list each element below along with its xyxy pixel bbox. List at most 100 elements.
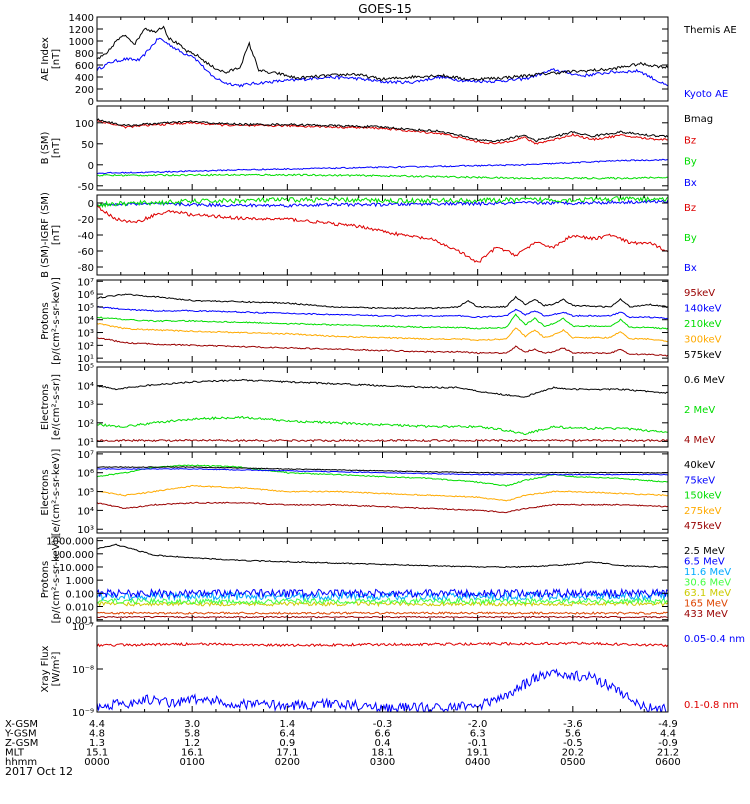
y-tick-label: 10² xyxy=(77,419,94,430)
panel-5: 10¹ 10² 10³ 10⁴ 10⁵ Electrons [e/(cm²-s-sr)] 0.… xyxy=(40,363,725,448)
y-axis-label: [e/(cm²-s-sr-keV)] xyxy=(51,449,62,537)
series-line-575kev-panel-4 xyxy=(97,293,668,310)
ephemeris-value: 17.1 xyxy=(276,748,298,759)
y-tick-label: 10⁷ xyxy=(77,450,94,461)
legend-0-1-0-8-nm: 0.1-0.8 nm xyxy=(684,700,739,711)
y-tick-label: -40 xyxy=(78,231,94,242)
legend-6-5-mev: 6.5 MeV xyxy=(684,557,725,568)
y-axis-label: [W/m²] xyxy=(51,651,62,686)
y-axis-label: [e/(cm²-s-sr)] xyxy=(51,374,62,440)
series-line-63-1-mev-panel-7 xyxy=(97,600,668,608)
y-tick-label: 10⁴ xyxy=(77,382,94,393)
ephemeris-value: 5.6 xyxy=(565,729,581,740)
y-tick-label: 10⁵ xyxy=(77,303,94,314)
y-tick-label: 10³ xyxy=(77,400,94,411)
legend-themis-ae: Themis AE xyxy=(683,25,737,36)
y-tick-label: 1000.000 xyxy=(46,537,94,548)
ephemeris-value: -0.5 xyxy=(563,738,583,749)
ephemeris-label-x-gsm: X-GSM xyxy=(5,719,38,730)
series-line-0-6-mev-panel-5 xyxy=(97,378,668,398)
ephemeris-value: 4.4 xyxy=(89,719,105,730)
y-tick-label: 400 xyxy=(75,73,94,84)
y-tick-label: 10⁶ xyxy=(77,290,94,301)
y-axis-label: Protons xyxy=(40,561,51,598)
panel-3: -80 -60 -40 -20 0 B (SM)-IGRF (SM) [nT] Bz By Bx xyxy=(40,192,697,278)
y-tick-label: 100 xyxy=(75,119,94,130)
ephemeris-value: 0300 xyxy=(370,757,395,768)
ephemeris-value: 6.3 xyxy=(470,729,486,740)
y-tick-label: 0.010 xyxy=(65,603,94,614)
y-tick-label: 10⁴ xyxy=(77,316,94,327)
panel-frame xyxy=(96,16,669,102)
legend-by: By xyxy=(684,157,697,168)
legend-575kev: 575keV xyxy=(684,350,722,361)
ephemeris-value: -0.1 xyxy=(468,738,488,749)
ephemeris-label-hhmm: hhmm xyxy=(5,757,37,768)
y-tick-label: 10⁵ xyxy=(77,363,94,374)
ephemeris-value: 20.2 xyxy=(562,748,584,759)
y-axis-label: Xray Flux xyxy=(40,645,51,692)
y-tick-label: 0.100 xyxy=(65,589,94,600)
legend-by: By xyxy=(684,233,697,244)
y-tick-label: 0 xyxy=(88,97,94,108)
ephemeris-value: 4.4 xyxy=(660,729,676,740)
legend-30-6-mev: 30.6 MeV xyxy=(684,578,731,589)
ephemeris-value: 1.4 xyxy=(279,719,295,730)
legend-2-mev: 2 MeV xyxy=(684,405,715,416)
y-tick-label: 0.001 xyxy=(65,616,94,627)
ephemeris-value: 15.1 xyxy=(86,748,108,759)
ephemeris-value: 0200 xyxy=(275,757,300,768)
series-line-bz-panel-3 xyxy=(97,205,668,263)
y-axis-label: Electrons xyxy=(40,469,51,515)
ephemeris-value: -0.9 xyxy=(658,738,678,749)
ephemeris-value: 1.3 xyxy=(89,738,105,749)
legend-4-mev: 4 MeV xyxy=(684,435,715,446)
panel-6: 10³ 10⁴ 10⁵ 10⁶ 10⁷ Electrons [e/(cm²-s-sr-keV… xyxy=(40,449,722,537)
panel-2: -50 0 50 100 B (SM) [nT] Bmag Bz By Bx xyxy=(40,105,713,193)
y-axis-label: [p/(cm²-s-sr-keV)] xyxy=(51,277,62,365)
panel-frame xyxy=(96,625,669,713)
y-tick-label: 10¹ xyxy=(77,437,94,448)
ephemeris-value: 0500 xyxy=(560,757,585,768)
ephemeris-value: 0100 xyxy=(179,757,204,768)
panel-frame xyxy=(96,279,669,363)
legend-0-05-0-4-nm: 0.05-0.4 nm xyxy=(684,634,745,645)
ephemeris-value: 5.8 xyxy=(184,729,200,740)
y-tick-label: 100.000 xyxy=(53,550,94,561)
ephemeris-value: 0.4 xyxy=(375,738,391,749)
chart-title: GOES-15 xyxy=(358,2,412,16)
legend-bz: Bz xyxy=(684,135,696,146)
ephemeris-value: -3.6 xyxy=(563,719,583,730)
y-axis-label: Electrons xyxy=(40,384,51,430)
series-line-2-mev-panel-5 xyxy=(97,415,668,436)
ephemeris-value: 3.0 xyxy=(184,719,200,730)
series-line-bx-panel-3 xyxy=(97,199,668,208)
series-line-by-panel-2 xyxy=(97,173,668,180)
panel-frame xyxy=(96,194,669,276)
series-line-themis-ae-panel-1 xyxy=(97,25,668,82)
ephemeris-value: 19.1 xyxy=(467,748,489,759)
series-line-210kev-panel-4 xyxy=(97,313,668,330)
legend-140kev: 140keV xyxy=(684,304,722,315)
y-axis-label: AE Index xyxy=(40,37,51,81)
ephemeris-value: 16.1 xyxy=(181,748,203,759)
legend-210kev: 210keV xyxy=(684,319,722,330)
series-line-140kev-panel-4 xyxy=(97,305,668,320)
ephemeris-value: 0400 xyxy=(465,757,490,768)
legend-11-6-mev: 11.6 MeV xyxy=(684,567,731,578)
series-line-bz-panel-2 xyxy=(97,119,668,145)
legend-63-1-mev: 63.1 MeV xyxy=(684,588,731,599)
y-tick-label: 800 xyxy=(75,49,94,60)
panel-7: 0.001 0.010 0.100 1.000 10.000 100.000 1000.00… xyxy=(40,536,731,627)
ephemeris-value: 0000 xyxy=(84,757,109,768)
ephemeris-value: 18.1 xyxy=(371,748,393,759)
y-axis-label: [nT] xyxy=(51,138,62,158)
date-label: 2017 Oct 12 xyxy=(5,765,73,778)
series-line-300kev-panel-4 xyxy=(97,322,668,343)
ephemeris-value: 4.8 xyxy=(89,729,105,740)
legend-150kev: 150keV xyxy=(684,491,722,502)
ephemeris-value: 0600 xyxy=(655,757,680,768)
